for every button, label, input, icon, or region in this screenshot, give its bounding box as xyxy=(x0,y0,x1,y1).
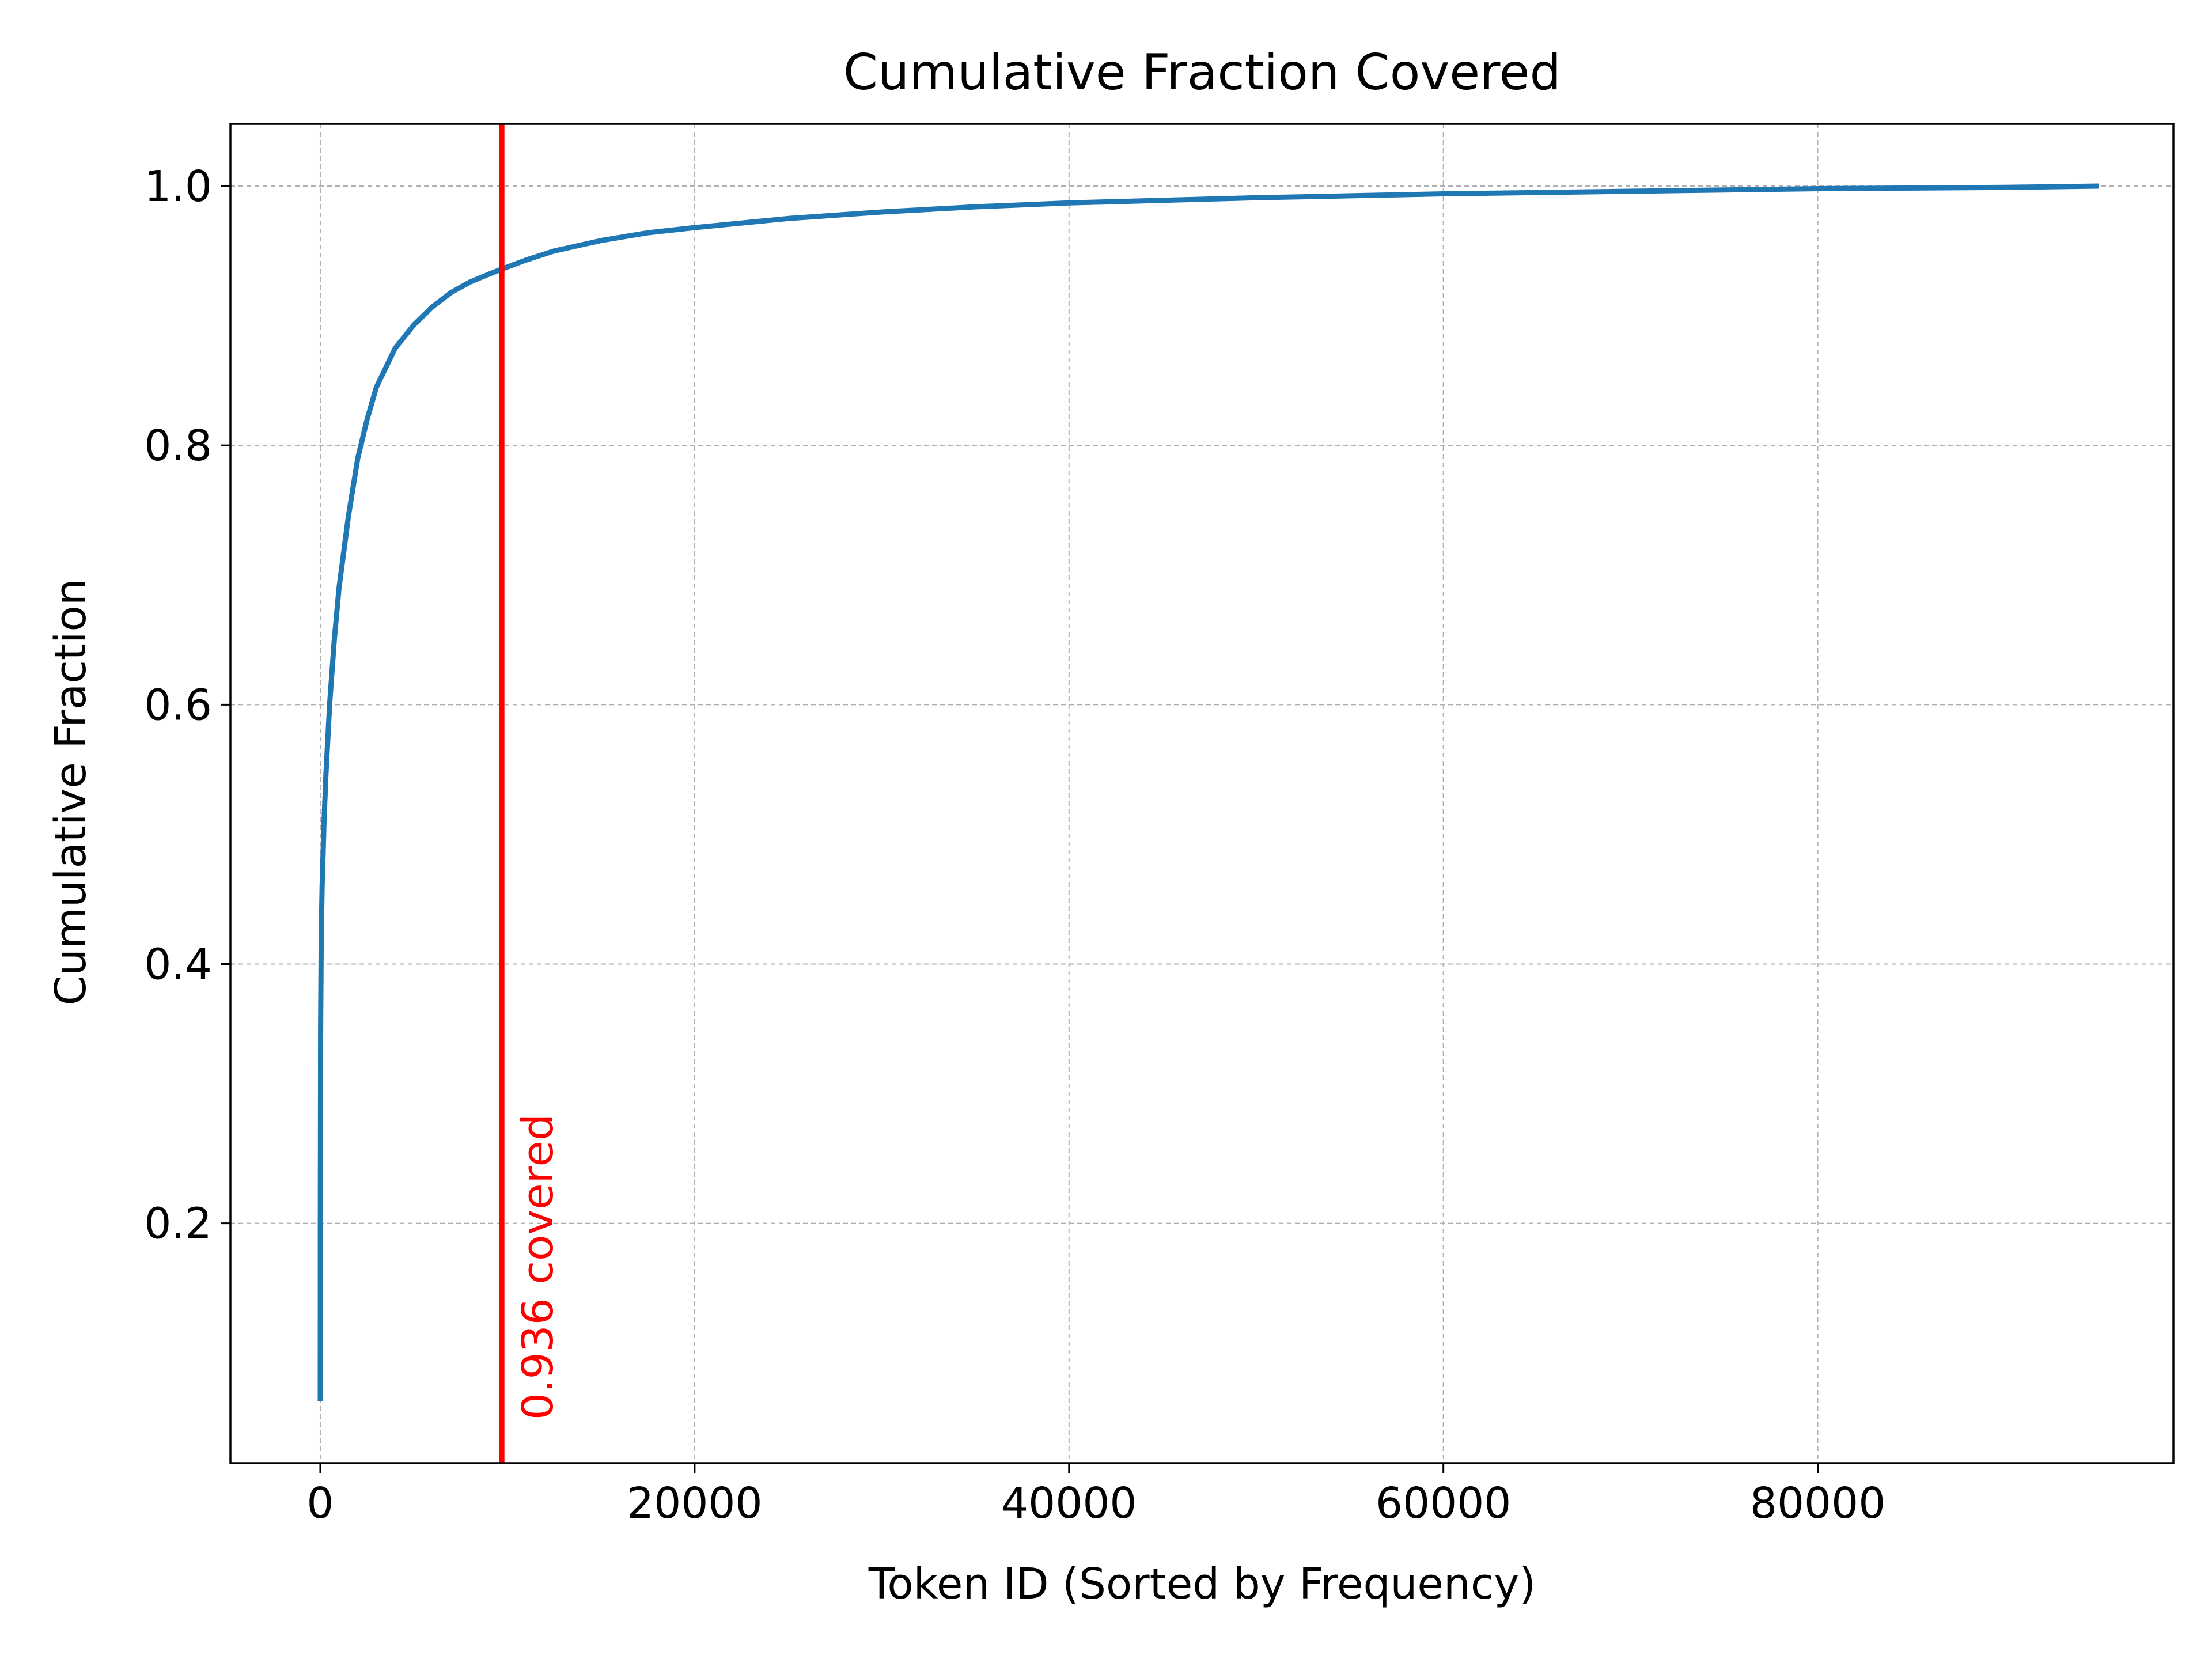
y-tick-label: 0.4 xyxy=(144,940,212,989)
x-tick-label: 40000 xyxy=(1001,1479,1137,1528)
x-axis-label: Token ID (Sorted by Frequency) xyxy=(868,1559,1536,1609)
x-tick-label: 0 xyxy=(306,1479,334,1528)
grid xyxy=(230,124,2173,1463)
y-tick-label: 1.0 xyxy=(144,162,212,211)
y-tick-label: 0.6 xyxy=(144,680,212,730)
threshold-layer: 0.936 covered xyxy=(499,124,563,1463)
x-tick-label: 80000 xyxy=(1750,1479,1885,1528)
x-tick-label: 60000 xyxy=(1376,1479,1511,1528)
chart-title: Cumulative Fraction Covered xyxy=(843,44,1561,101)
y-axis-ticks: 0.2 0.4 0.6 0.8 1.0 xyxy=(144,162,230,1249)
y-tick-label: 0.8 xyxy=(144,421,212,471)
y-tick-label: 0.2 xyxy=(144,1199,212,1249)
x-tick-label: 20000 xyxy=(627,1479,762,1528)
x-axis-ticks: 0 20000 40000 60000 80000 xyxy=(306,1463,1885,1528)
cumulative-fraction-line xyxy=(317,183,2099,1402)
threshold-label: 0.936 covered xyxy=(513,1113,563,1420)
y-axis-label: Cumulative Fraction xyxy=(46,578,96,1005)
series-layer xyxy=(317,183,2099,1402)
plot-frame xyxy=(229,123,2175,1464)
